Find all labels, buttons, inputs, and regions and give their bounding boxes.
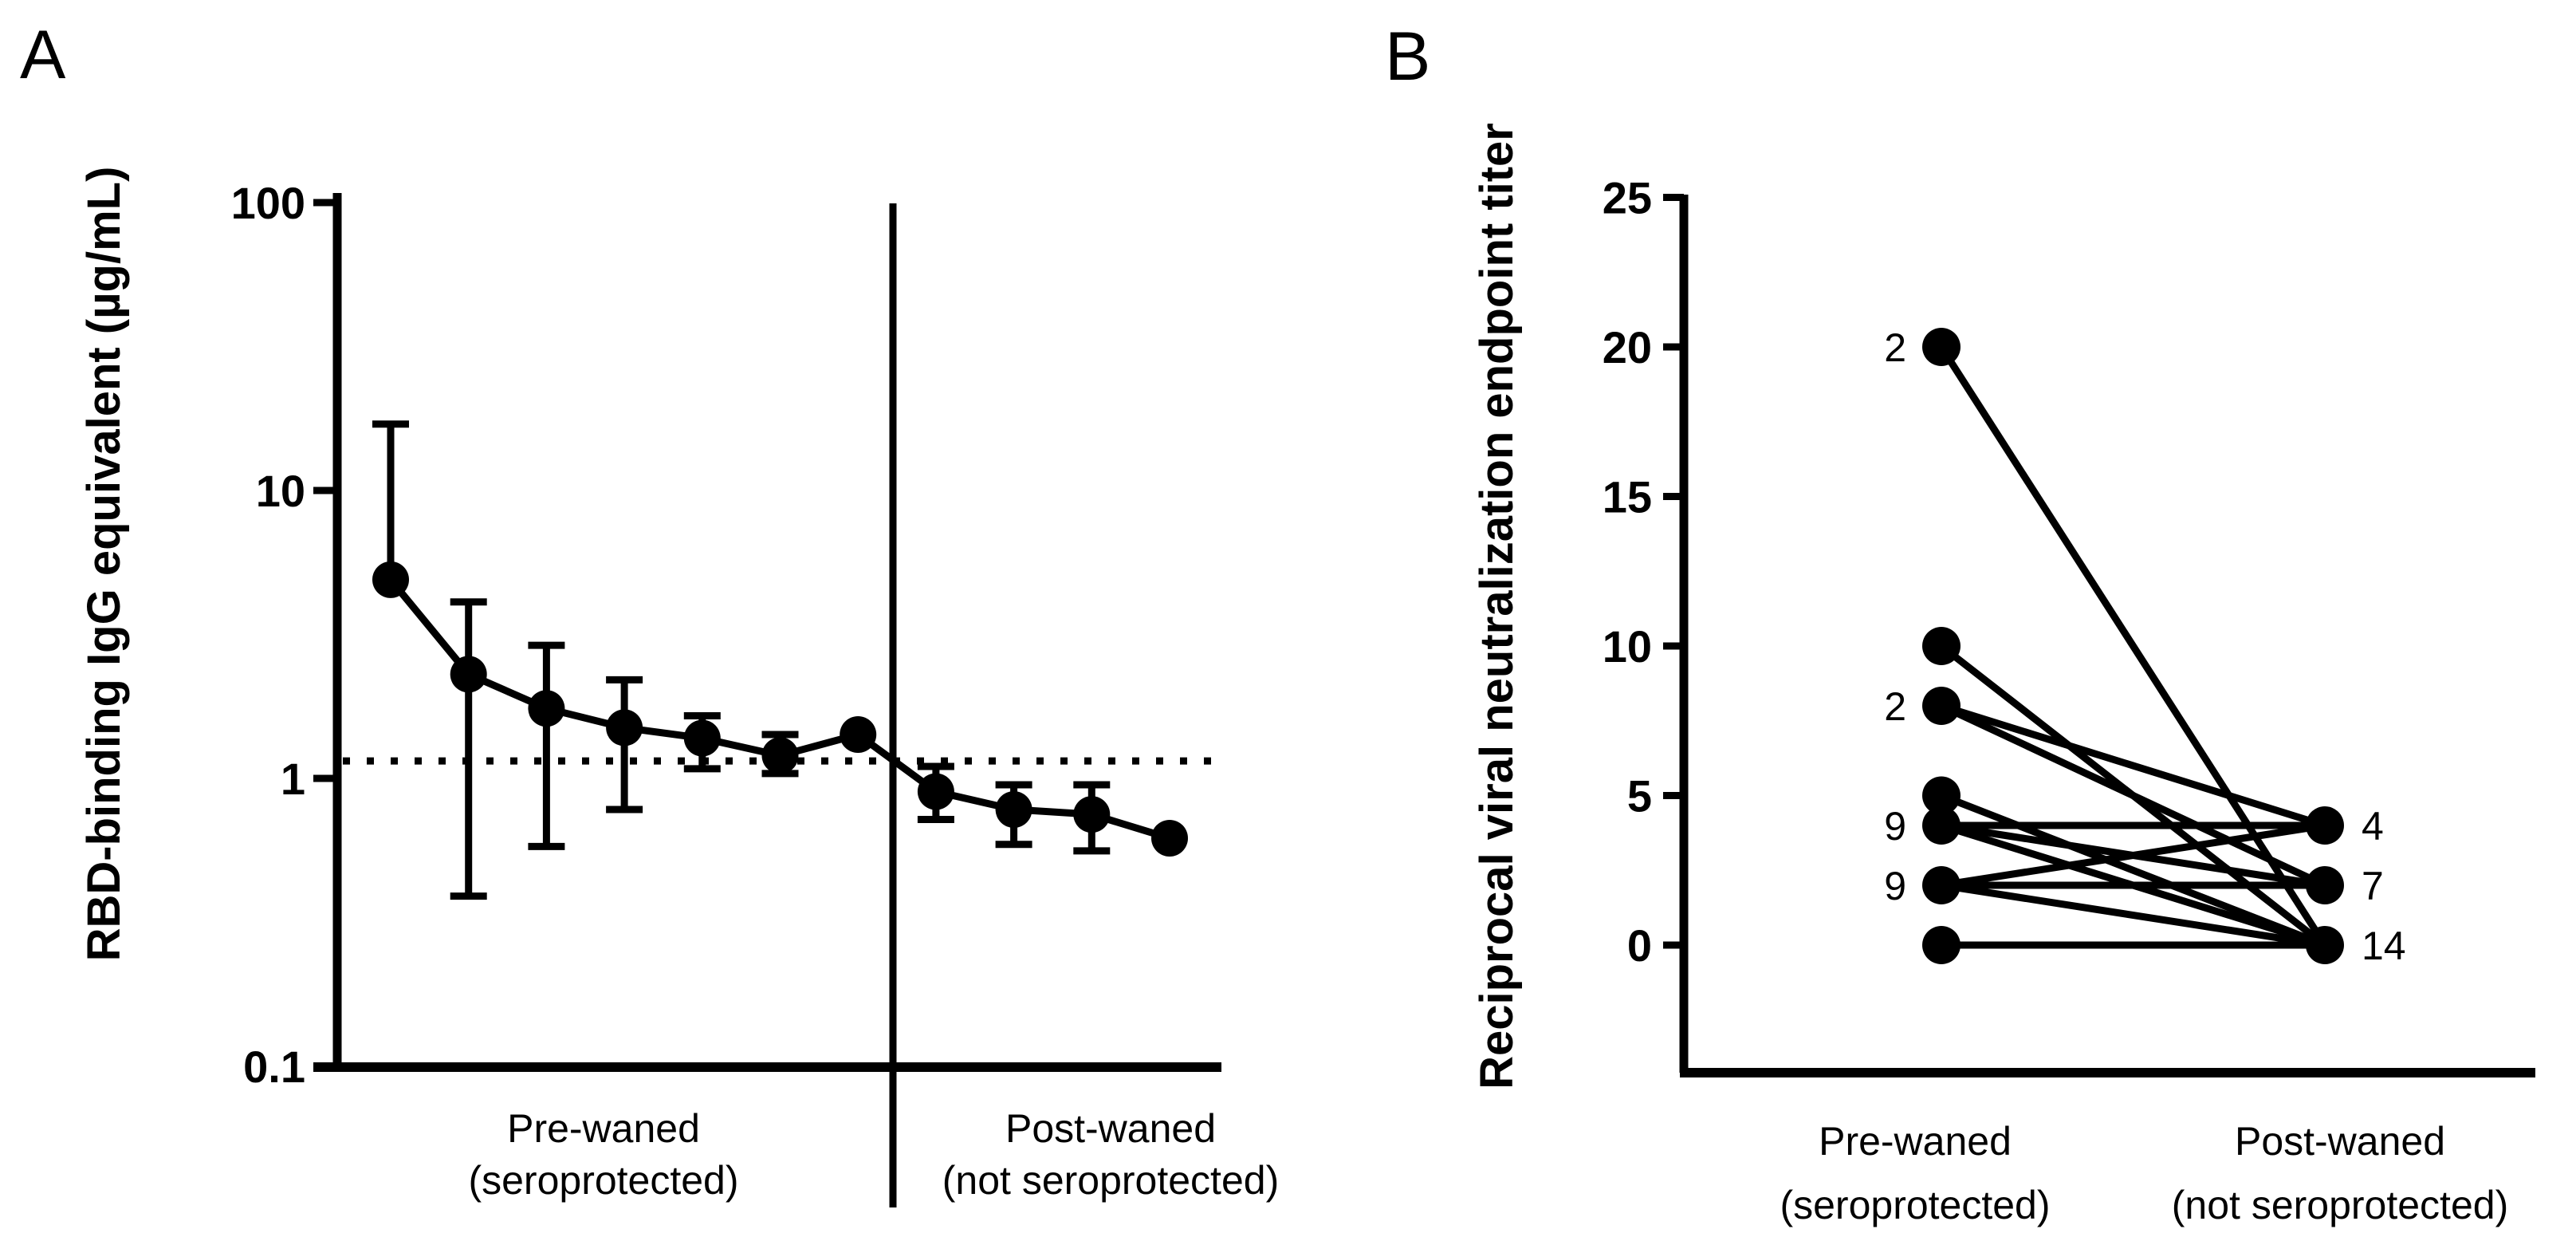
right-count-label: 14 [2362,924,2406,968]
pair-line [1940,702,2326,889]
right-count-label: 7 [2362,864,2384,908]
y-tick-label: 25 [1603,173,1652,223]
y-tick-label: 10 [256,466,305,516]
left-data-point-marker [1922,687,1961,725]
left-data-point-marker [1922,776,1961,815]
y-tick-label: 5 [1627,771,1652,821]
panel-b-y-ticks: 25 20 15 10 5 0 [1603,173,1684,971]
pair-line [1941,821,2326,889]
y-tick-label: 0.1 [243,1042,305,1092]
panel-b-group2-label-line2: (not seroprotected) [2172,1183,2508,1227]
panel-a-letter: A [20,17,66,93]
panel-a-group2-label-line1: Post-waned [1005,1106,1216,1151]
right-data-point-marker [2306,926,2344,964]
pair-line [1938,345,2328,947]
data-point-marker [372,561,409,598]
left-count-label: 9 [1884,804,1906,849]
y-tick-label: 0 [1627,920,1652,971]
left-data-point-marker [1922,328,1961,366]
data-point-marker [606,709,643,746]
data-point-marker [1151,819,1188,857]
y-tick-label: 10 [1603,621,1652,672]
pair-line [1941,881,2326,949]
left-count-label: 9 [1884,864,1906,908]
y-tick-label: 20 [1603,322,1652,372]
panel-b-group2-label-line1: Post-waned [2235,1119,2445,1164]
left-count-label: 2 [1884,325,1906,370]
left-count-label: 2 [1884,684,1906,729]
panel-a-series [372,420,1188,900]
panel-b-y-axis-title: Reciprocal viral neutralization endpoint… [1471,123,1523,1089]
data-point-marker [683,719,721,757]
right-data-point-marker [2306,806,2344,845]
pair-line [1940,792,2326,949]
y-tick-label: 1 [281,754,305,804]
right-data-point-marker [2306,866,2344,904]
panel-a-y-ticks: 100 10 1 0.1 [231,178,337,1092]
pair-line [1940,702,2326,829]
data-point-marker [995,790,1032,828]
y-tick-label: 15 [1603,472,1652,522]
left-data-point-marker [1922,866,1961,904]
y-tick-label: 100 [231,178,305,228]
panel-a-group1-label-line1: Pre-waned [507,1106,700,1151]
data-point-marker [528,690,565,727]
panel-a-group1-label-line2: (seroprotected) [468,1158,738,1203]
data-point-marker [1073,796,1111,833]
panel-b-group1-label-line2: (seroprotected) [1780,1183,2050,1227]
panel-b-letter: B [1385,18,1430,95]
left-data-point-marker [1922,806,1961,845]
panel-a-group2-label-line2: (not seroprotected) [942,1158,1279,1203]
left-data-point-marker [1922,926,1961,964]
panel-b-group1-label-line1: Pre-waned [1819,1119,2012,1164]
data-point-marker [761,737,799,774]
right-count-label: 4 [2362,804,2384,849]
data-point-marker [840,716,877,754]
left-data-point-marker [1922,627,1961,665]
panel-a-y-axis-title: RBD-binding IgG equivalent (µg/mL) [78,167,130,962]
panel-b-series: 2 2 9 9 4 7 14 [1884,325,2405,968]
data-point-marker [450,656,487,693]
data-point-marker [917,773,954,810]
